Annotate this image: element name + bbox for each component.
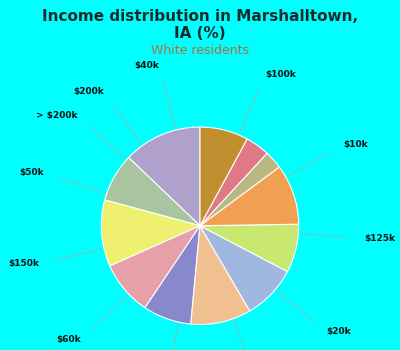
Text: White residents: White residents [151, 44, 249, 57]
Wedge shape [200, 153, 279, 226]
Wedge shape [200, 226, 288, 311]
Text: $10k: $10k [344, 140, 368, 149]
Text: Income distribution in Marshalltown,: Income distribution in Marshalltown, [42, 9, 358, 24]
Text: $20k: $20k [326, 328, 351, 336]
Wedge shape [200, 127, 247, 226]
Wedge shape [191, 226, 250, 324]
Wedge shape [200, 139, 267, 226]
Wedge shape [200, 224, 299, 272]
Text: $100k: $100k [265, 70, 296, 79]
Wedge shape [110, 226, 200, 308]
Wedge shape [128, 127, 200, 226]
Text: > $200k: > $200k [36, 111, 77, 120]
Text: $125k: $125k [364, 234, 396, 243]
Text: $50k: $50k [19, 168, 44, 177]
Text: IA (%): IA (%) [174, 26, 226, 41]
Wedge shape [101, 200, 200, 266]
Text: $40k: $40k [135, 61, 159, 70]
Wedge shape [145, 226, 200, 324]
Text: $150k: $150k [9, 259, 40, 268]
Text: $200k: $200k [73, 87, 104, 96]
Wedge shape [200, 167, 299, 226]
Wedge shape [105, 158, 200, 226]
Text: $60k: $60k [56, 335, 81, 344]
